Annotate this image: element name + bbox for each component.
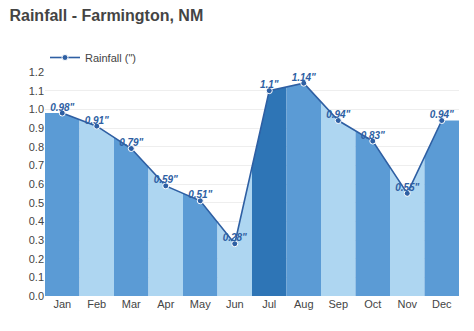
svg-text:0.94": 0.94": [430, 109, 454, 120]
svg-text:0.28": 0.28": [223, 232, 247, 243]
svg-text:0.6: 0.6: [29, 178, 44, 190]
svg-text:Dec: Dec: [432, 298, 452, 310]
svg-text:May: May: [190, 298, 211, 310]
svg-text:1.0: 1.0: [29, 103, 44, 115]
svg-text:0.0: 0.0: [29, 290, 44, 302]
svg-text:0.7: 0.7: [29, 159, 44, 171]
svg-text:0.51": 0.51": [188, 189, 212, 200]
svg-text:Rainfall ("): Rainfall ("): [85, 52, 136, 64]
svg-text:0.91": 0.91": [85, 115, 109, 126]
svg-text:Jun: Jun: [226, 298, 244, 310]
svg-text:0.59": 0.59": [154, 174, 178, 185]
svg-text:Aug: Aug: [294, 298, 314, 310]
svg-text:Jan: Jan: [53, 298, 71, 310]
svg-text:0.55": 0.55": [395, 182, 419, 193]
svg-text:Rainfall - Farmington, NM: Rainfall - Farmington, NM: [9, 7, 203, 24]
svg-text:0.83": 0.83": [361, 130, 385, 141]
svg-text:Apr: Apr: [157, 298, 174, 310]
svg-text:Mar: Mar: [122, 298, 141, 310]
svg-text:0.98": 0.98": [50, 102, 74, 113]
svg-text:1.1: 1.1: [29, 85, 44, 97]
svg-text:0.4: 0.4: [29, 215, 44, 227]
svg-text:0.2: 0.2: [29, 253, 44, 265]
svg-text:0.94": 0.94": [326, 109, 350, 120]
svg-text:0.79": 0.79": [119, 137, 143, 148]
svg-text:Jul: Jul: [262, 298, 276, 310]
svg-text:1.1": 1.1": [260, 79, 279, 90]
svg-text:0.8: 0.8: [29, 141, 44, 153]
svg-text:0.5: 0.5: [29, 197, 44, 209]
svg-text:1.14": 1.14": [292, 72, 316, 83]
svg-text:Sep: Sep: [328, 298, 348, 310]
svg-text:1.2: 1.2: [29, 66, 44, 78]
svg-text:Feb: Feb: [87, 298, 106, 310]
svg-text:0.1: 0.1: [29, 271, 44, 283]
svg-text:Nov: Nov: [397, 298, 417, 310]
svg-text:0.3: 0.3: [29, 234, 44, 246]
svg-text:Oct: Oct: [364, 298, 381, 310]
svg-text:0.9: 0.9: [29, 122, 44, 134]
